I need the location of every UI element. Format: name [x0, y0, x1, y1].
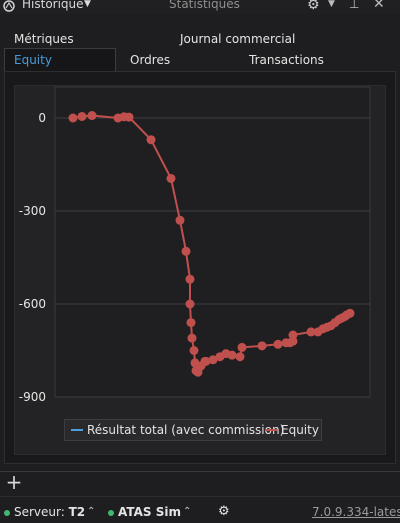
plot-area: [54, 86, 371, 398]
equity-data-point[interactable]: [87, 111, 97, 121]
tab-metriques[interactable]: Métriques: [14, 32, 74, 46]
equity-data-point[interactable]: [235, 352, 245, 362]
status-bar: Serveur: T2 ⌃ ATAS Sim ⌃ ⚙ 7.0.9.334-lat…: [0, 504, 400, 523]
caret-up-icon[interactable]: ⌃: [87, 506, 96, 517]
tab-transactions[interactable]: Transactions: [249, 53, 324, 67]
account-status[interactable]: ATAS Sim: [108, 505, 181, 519]
server-status[interactable]: Serveur: T2: [4, 505, 85, 519]
title-bar: Historique ▼ Statistiques ⚙ ▼ ⊥ ✕: [0, 0, 400, 14]
equity-data-point[interactable]: [288, 336, 298, 346]
close-icon[interactable]: ✕: [373, 0, 385, 12]
y-tick-label: -900: [19, 390, 46, 404]
history-menu[interactable]: Historique: [22, 0, 84, 11]
equity-chart[interactable]: 0 -300 -600 -900: [0, 0, 400, 470]
equity-data-point[interactable]: [189, 346, 199, 355]
caret-down-icon[interactable]: ▼: [328, 0, 335, 9]
caret-down-icon[interactable]: ▼: [84, 0, 91, 9]
y-tick-label: 0: [38, 111, 46, 125]
legend-label: Résultat total (avec commission): [87, 423, 285, 437]
equity-data-point[interactable]: [124, 112, 134, 122]
equity-data-point[interactable]: [257, 341, 267, 351]
equity-data-point[interactable]: [306, 327, 316, 337]
equity-data-point[interactable]: [166, 173, 176, 183]
gear-icon[interactable]: ⚙: [307, 0, 320, 13]
sub-tabs: Equity Ordres Transactions: [0, 48, 400, 72]
equity-data-point[interactable]: [237, 342, 247, 352]
legend-item-equity[interactable]: Equity: [265, 423, 319, 437]
legend-label: Equity: [281, 423, 319, 437]
equity-data-point[interactable]: [68, 113, 78, 123]
equity-data-point[interactable]: [146, 135, 156, 145]
legend-item-resultat[interactable]: Résultat total (avec commission): [71, 423, 284, 437]
version-link[interactable]: 7.0.9.334-latest: [312, 505, 400, 519]
tab-equity[interactable]: Equity: [14, 53, 52, 67]
add-button[interactable]: +: [5, 470, 23, 494]
caret-up-icon[interactable]: ⌃: [183, 506, 192, 517]
equity-data-point[interactable]: [227, 350, 237, 360]
divider: [0, 471, 400, 472]
equity-data-point[interactable]: [77, 111, 87, 121]
equity-data-point[interactable]: [175, 215, 185, 225]
status-dot-icon: [4, 509, 10, 516]
account-value: ATAS Sim: [118, 505, 181, 519]
equity-data-point[interactable]: [201, 356, 211, 366]
equity-data-point[interactable]: [273, 339, 283, 349]
pin-icon[interactable]: ⊥: [349, 0, 360, 11]
server-value: T2: [68, 505, 86, 519]
divider: [0, 496, 400, 497]
status-dot-icon: [108, 509, 114, 516]
equity-data-point[interactable]: [187, 333, 197, 343]
tab-active-background: [4, 48, 116, 72]
atas-logo-icon[interactable]: [3, 0, 15, 12]
equity-data-point[interactable]: [208, 355, 218, 365]
equity-data-point[interactable]: [186, 318, 196, 328]
chart-legend: Résultat total (avec commission) Equity: [64, 419, 322, 441]
main-tabs: Métriques Journal commercial: [0, 28, 400, 48]
y-tick-label: -600: [19, 297, 46, 311]
equity-data-point[interactable]: [181, 246, 191, 256]
equity-data-point[interactable]: [345, 308, 355, 318]
legend-swatch: [265, 429, 277, 431]
tab-ordres[interactable]: Ordres: [130, 53, 171, 67]
equity-data-point[interactable]: [288, 330, 298, 340]
server-label: Serveur:: [14, 505, 65, 519]
gear-icon[interactable]: ⚙: [218, 504, 230, 519]
equity-data-point[interactable]: [185, 299, 195, 309]
legend-swatch: [71, 429, 83, 431]
y-tick-label: -300: [19, 204, 46, 218]
equity-data-point[interactable]: [185, 274, 195, 284]
tab-journal-commercial[interactable]: Journal commercial: [180, 32, 296, 46]
window-title: Statistiques: [169, 0, 240, 11]
